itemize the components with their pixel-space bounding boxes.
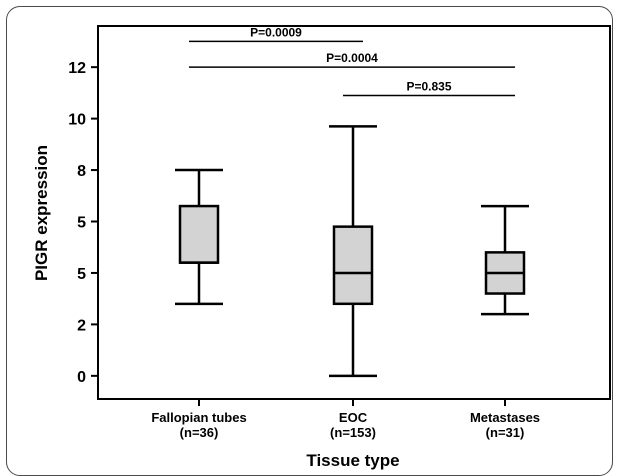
box-1 bbox=[175, 168, 223, 306]
y-tick-label: 10 bbox=[68, 112, 86, 129]
x-axis: Fallopian tubes(n=36) EOC(n=153) Metastase… bbox=[151, 399, 540, 440]
p-value-label: P=0.0004 bbox=[326, 51, 378, 65]
box-iqr bbox=[178, 204, 220, 264]
p-value-label: P=0.0009 bbox=[250, 25, 302, 39]
x-tick-label: Fallopian tubes bbox=[151, 410, 246, 425]
x-tick-label: EOC bbox=[339, 410, 368, 425]
y-tick-label: 5 bbox=[77, 266, 86, 283]
y-axis-title: PIGR expression bbox=[32, 145, 51, 281]
y-tick-label: 12 bbox=[68, 60, 86, 77]
boxes bbox=[175, 125, 529, 378]
box-3 bbox=[481, 204, 529, 316]
box-iqr bbox=[332, 225, 374, 306]
p-value-label: P=0.835 bbox=[406, 79, 451, 93]
x-tick-label: Metastases bbox=[470, 410, 540, 425]
box-2 bbox=[329, 125, 377, 378]
y-tick-label: 5 bbox=[77, 215, 86, 232]
y-axis: 0 2 5 5 8 10 12 bbox=[68, 60, 98, 386]
significance-brackets: P=0.0009 P=0.0004 P=0.835 bbox=[189, 25, 515, 97]
x-tick-n-label: (n=31) bbox=[486, 425, 525, 440]
x-tick-n-label: (n=36) bbox=[180, 425, 219, 440]
y-tick-label: 8 bbox=[77, 163, 86, 180]
x-axis-title: Tissue type bbox=[306, 451, 399, 470]
x-tick-n-label: (n=153) bbox=[330, 425, 376, 440]
y-tick-label: 2 bbox=[77, 317, 86, 334]
y-tick-label: 0 bbox=[77, 369, 86, 386]
